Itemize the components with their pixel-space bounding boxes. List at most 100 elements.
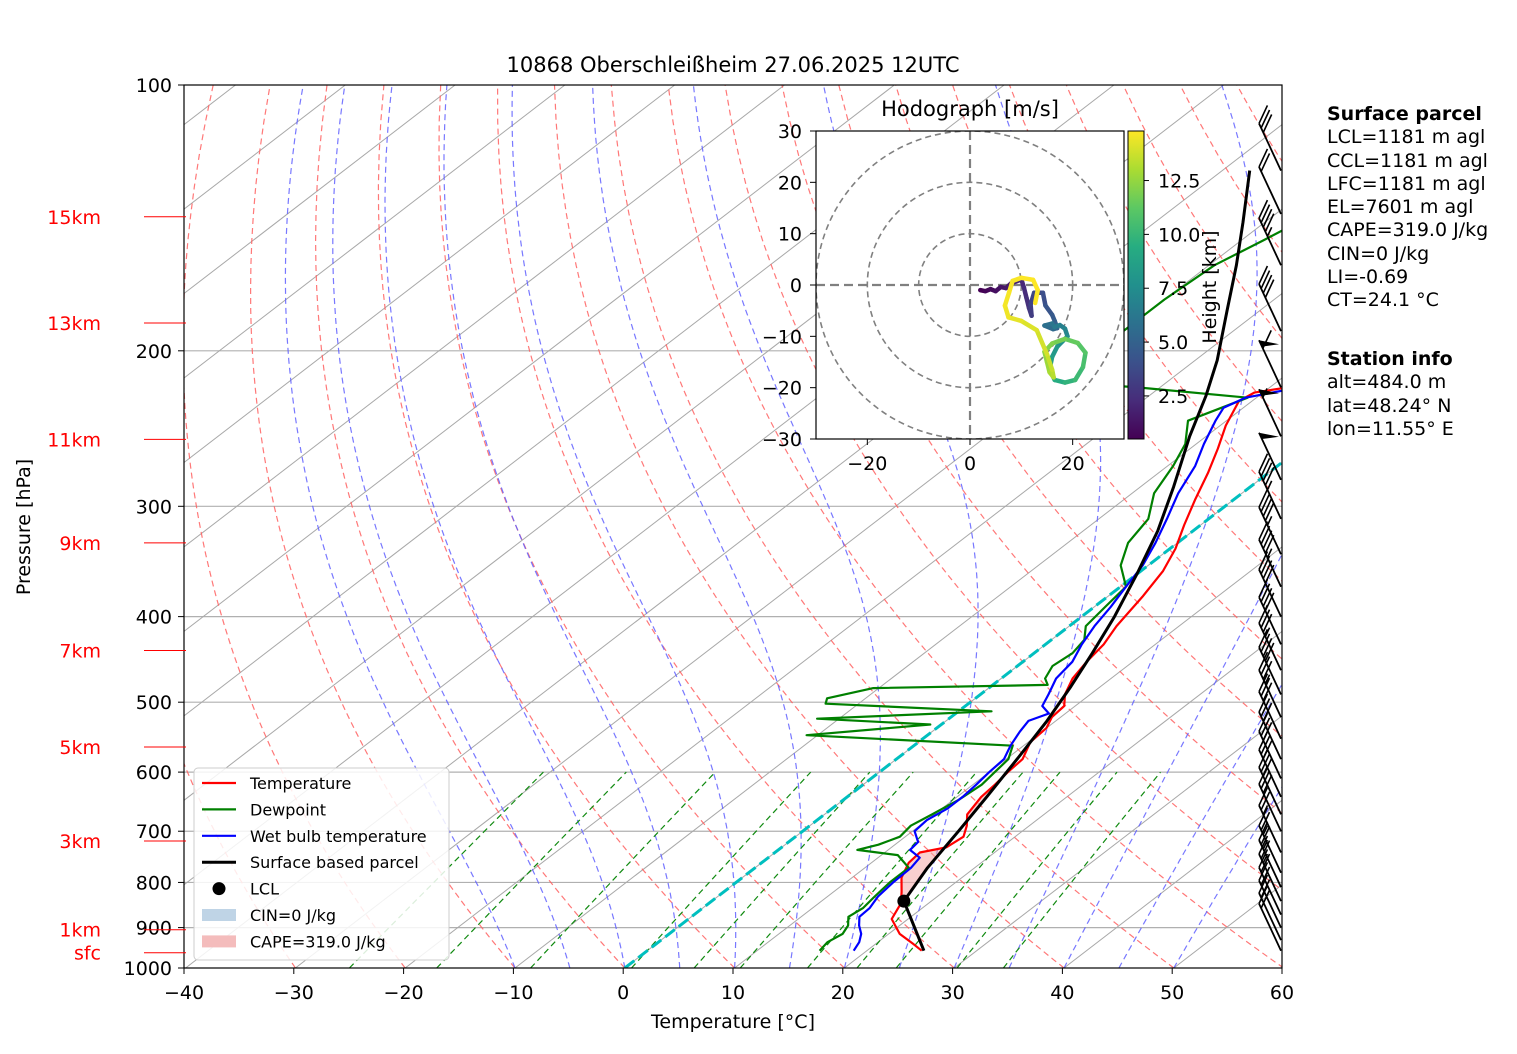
wind-barb-staff: [1258, 892, 1282, 941]
wind-barb-half-flag: [1266, 480, 1273, 491]
wind-barb-staff: [1258, 432, 1282, 481]
wind-barb-flag: [1264, 213, 1275, 233]
dry-adiabat: [377, 85, 736, 968]
wind-barb-staff: [1258, 471, 1282, 520]
wind-barb-staff: [1258, 880, 1282, 928]
wind-barb-half-flag: [1262, 388, 1268, 398]
wind-barb-flag: [1258, 862, 1269, 881]
x-tick-label: −10: [493, 982, 533, 1004]
wind-barb-staff: [1258, 711, 1282, 760]
wind-barb-flag: [1262, 587, 1273, 607]
wind-barb-flag: [1262, 702, 1273, 722]
wind-barb-flag: [1258, 148, 1269, 168]
height-label: 13km: [47, 313, 101, 335]
wind-barb-flag: [1258, 488, 1269, 508]
info-ccl: CCL=1181 m agl: [1327, 149, 1488, 172]
legend: Temperature Dewpoint Wet bulb temperature S…: [193, 767, 450, 961]
temperatureline: [890, 387, 1282, 952]
wind-barb-flag: [1258, 673, 1269, 692]
wind-barb-flag: [1262, 497, 1273, 517]
wind-barb-staff: [1258, 691, 1282, 740]
x-tick-label: 60: [1270, 982, 1294, 1004]
wind-barb-flag: [1264, 502, 1275, 522]
wind-barb-flag: [1258, 787, 1269, 806]
height-label: 9km: [59, 533, 101, 555]
x-tick-label: 0: [617, 982, 629, 1004]
moist-adiabat: [332, 85, 571, 968]
dry-adiabat: [497, 85, 955, 968]
x-tick-label: 10: [721, 982, 745, 1004]
hodograph-plot-area: [816, 131, 1124, 439]
moist-adiabat: [1118, 683, 1282, 968]
wind-barb-half-flag: [1266, 515, 1273, 526]
wind-barb-flag: [1260, 633, 1271, 653]
mixing-ratio-line: [739, 771, 914, 968]
wind-barb-staff: [1258, 283, 1282, 332]
station-info-heading: Station info: [1327, 348, 1453, 370]
surface-parcel-info: Surface parcel LCL=1181 m agl CCL=1181 m…: [1327, 103, 1488, 313]
legend-label: Surface based parcel: [250, 853, 419, 872]
surface-parcel-heading: Surface parcel: [1327, 103, 1482, 125]
wind-barb-flag: [1262, 330, 1272, 349]
hodograph-trace-segment: [1072, 364, 1086, 383]
y-tick-label: 200: [136, 341, 172, 363]
x-tick-label: 50: [1160, 982, 1184, 1004]
colorbar-tick-label: 12.5: [1158, 171, 1200, 193]
wind-barb-flag: [1262, 274, 1273, 294]
wind-barb-staff: [1258, 388, 1282, 437]
legend-label: CAPE=319.0 J/kg: [250, 932, 386, 951]
height-label: 11km: [47, 429, 101, 451]
info-ct: CT=24.1 °C: [1327, 289, 1439, 312]
wind-barb-staff: [1258, 903, 1282, 952]
wind-barb-staff: [1258, 825, 1282, 874]
wind-barb-flag: [1262, 208, 1273, 228]
wind-barb-staff: [1258, 766, 1282, 815]
wind-barb-half-flag: [1262, 805, 1269, 815]
wind-barb-flag: [1262, 682, 1273, 702]
height-label: 5km: [59, 737, 101, 759]
height-label: sfc: [74, 943, 101, 965]
isotherm-line: [184, 85, 1005, 717]
moist-adiabat: [1063, 552, 1282, 968]
hodograph-y-tick-label: 0: [790, 275, 802, 297]
hodograph-trace-segment: [1032, 287, 1041, 306]
y-tick-label: 500: [136, 692, 172, 714]
wind-barb-staff: [1258, 569, 1282, 617]
y-tick-label: 700: [136, 821, 172, 843]
isotherm-line: [184, 85, 456, 295]
wind-barb-flag: [1260, 698, 1271, 717]
hodograph-trace-segment: [1049, 336, 1068, 346]
x-tick-label: 40: [1050, 982, 1074, 1004]
wind-barb-pennant: [1259, 340, 1280, 347]
wind-barb-flag: [1260, 204, 1271, 223]
wind-barb-staff: [1258, 539, 1282, 588]
colorbar: [1127, 130, 1145, 440]
wind-barb-flag: [1260, 866, 1271, 886]
wind-barb-half-flag: [1262, 825, 1269, 835]
wind-barb-flag: [1264, 592, 1275, 612]
hodograph-trace-segment: [1034, 327, 1050, 357]
wind-barb-staff: [1258, 166, 1282, 215]
dry-adiabat: [438, 85, 845, 968]
hodograph-trace-segment: [1080, 350, 1088, 370]
y-tick-label: 400: [136, 607, 172, 629]
isotherm-line: [184, 85, 785, 548]
wind-barb-flag: [1258, 807, 1269, 826]
x-tick-label: −40: [164, 982, 204, 1004]
info-lon: lon=11.55° E: [1327, 417, 1454, 440]
info-cape: CAPE=319.0 J/kg: [1327, 219, 1489, 242]
skewt-axes: −40 −30 −20 −10 0 10 20 30 40 50 60100200300400500…: [124, 75, 1294, 1004]
wind-barb-flag: [1262, 638, 1273, 657]
info-el: EL=7601 m agl: [1327, 196, 1474, 219]
moist-adiabat: [1173, 785, 1282, 968]
mixing-ratio-line: [856, 771, 1024, 968]
wind-barb-flag: [1260, 609, 1271, 628]
wind-barb-half-flag: [1266, 226, 1273, 237]
wind-barb-flag: [1264, 279, 1275, 298]
wind-barbs: [1258, 105, 1282, 952]
moist-adiabat: [443, 85, 681, 968]
y-tick-label: 300: [136, 496, 172, 518]
wind-barb-flag: [1260, 826, 1271, 845]
hodograph-x-tick-label: −20: [847, 453, 887, 475]
dry-adiabat: [667, 85, 1282, 968]
